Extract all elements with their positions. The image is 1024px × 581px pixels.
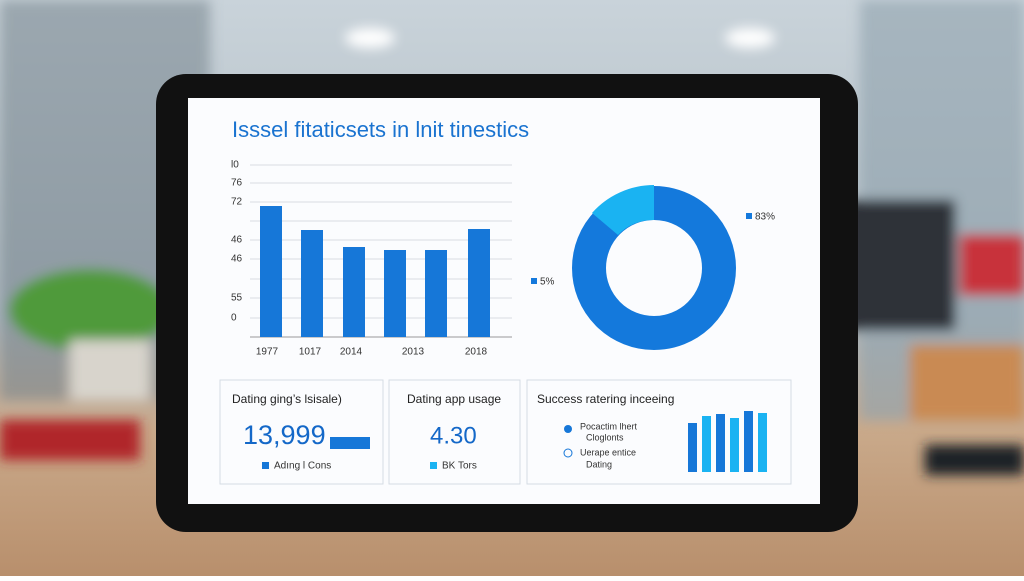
y-axis-label: 46 xyxy=(231,254,243,265)
bar xyxy=(301,230,323,337)
legend-swatch xyxy=(746,213,752,219)
card-title: Dating app usage xyxy=(407,392,501,406)
y-axis-label: 76 xyxy=(231,178,243,189)
donut-chart: 83% 5% xyxy=(531,185,775,350)
card-title: Dating ging’s lsisale) xyxy=(232,392,342,406)
x-axis-label: 1977 xyxy=(256,347,279,358)
card-value: 13,999 xyxy=(243,420,326,450)
card-legend: BK Tors xyxy=(442,461,477,472)
card-title: Success ratering inceeing xyxy=(537,392,674,406)
x-axis-label: 2013 xyxy=(402,347,425,358)
x-axis-label: 2018 xyxy=(465,347,488,358)
bar xyxy=(260,206,282,337)
list-icon xyxy=(563,448,573,458)
card xyxy=(526,379,792,485)
list-item: Cloglonts xyxy=(586,432,624,442)
bar xyxy=(384,250,406,337)
y-axis-label: 0 xyxy=(231,313,237,324)
cards xyxy=(219,379,792,485)
y-axis-label: 46 xyxy=(231,235,243,246)
x-axis-label: 2014 xyxy=(340,347,363,358)
y-axis-label: 55 xyxy=(231,293,243,304)
donut-label: 83% xyxy=(755,212,775,223)
mini-bars xyxy=(688,411,767,472)
legend-swatch xyxy=(262,462,269,469)
bar xyxy=(468,229,490,337)
y-axis-label: l0 xyxy=(231,160,239,171)
donut-segment xyxy=(592,185,654,235)
card-bar xyxy=(330,437,370,449)
dashboard-title: Isssel fitaticsets in lnit tinestics xyxy=(232,117,529,142)
legend-swatch xyxy=(430,462,437,469)
x-axis-label: 1017 xyxy=(299,347,322,358)
bar xyxy=(343,247,365,337)
list-icon xyxy=(564,425,572,433)
list-item: Dating xyxy=(586,459,612,469)
card-value: 4.30 xyxy=(430,422,477,449)
list-item: Pocactim lhert xyxy=(580,421,638,431)
y-axis-label: 72 xyxy=(231,197,243,208)
bar xyxy=(425,250,447,337)
list-item: Uerape entice xyxy=(580,447,636,457)
card xyxy=(388,379,521,485)
legend-swatch xyxy=(531,278,537,284)
donut-label: 5% xyxy=(540,277,555,288)
card xyxy=(219,379,384,485)
bar-chart: l0 76 72 46 46 55 0 1977 1017 2014 2013 2018 xyxy=(231,160,512,358)
card-legend: Adıng l Cons xyxy=(274,461,331,472)
